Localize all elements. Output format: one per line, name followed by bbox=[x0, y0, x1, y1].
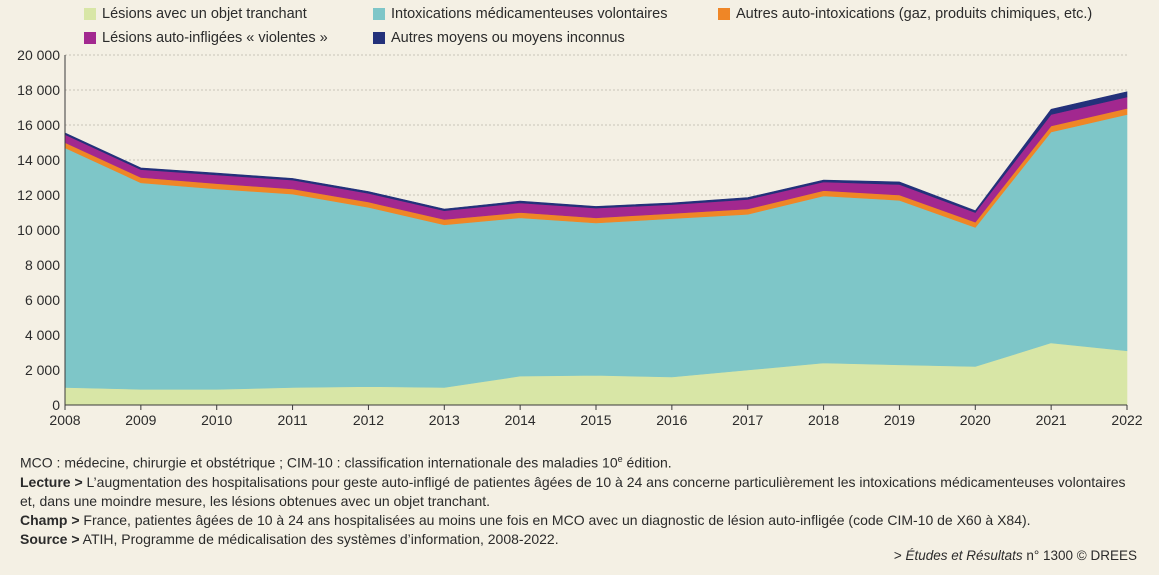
y-tick-label: 14 000 bbox=[17, 152, 60, 168]
legend-item-intoxications-medicamenteuses: Intoxications médicamenteuses volontaire… bbox=[373, 6, 667, 22]
publication-credit: > Études et Résultats n° 1300 © DREES bbox=[893, 548, 1137, 563]
note-lecture: Lecture > L’augmentation des hospitalisa… bbox=[20, 473, 1126, 509]
legend-label: Intoxications médicamenteuses volontaire… bbox=[391, 6, 668, 22]
y-tick-label: 0 bbox=[52, 397, 60, 413]
x-tick-label: 2010 bbox=[201, 412, 232, 428]
y-tick-label: 8 000 bbox=[25, 257, 60, 273]
chart-notes: MCO : médecine, chirurgie et obstétrique… bbox=[20, 450, 1140, 549]
area-series-1 bbox=[64, 114, 1128, 390]
legend-swatch bbox=[373, 32, 385, 44]
x-tick-label: 2015 bbox=[580, 412, 611, 428]
x-tick-label: 2014 bbox=[505, 412, 536, 428]
legend-swatch bbox=[84, 32, 96, 44]
chart-legend: Lésions avec un objet tranchant Intoxica… bbox=[0, 0, 1159, 52]
x-tick-label: 2018 bbox=[808, 412, 839, 428]
legend-swatch bbox=[373, 8, 385, 20]
y-tick-label: 20 000 bbox=[17, 47, 60, 63]
stacked-area-chart: 0 2 000 4 000 6 000 8 000 10 000 12 000 14 000 1… bbox=[17, 47, 1143, 428]
legend-label: Autres moyens ou moyens inconnus bbox=[391, 30, 625, 46]
legend-item-autres-auto-intoxications: Autres auto-intoxications (gaz, produits… bbox=[718, 6, 1092, 22]
x-tick-label: 2011 bbox=[278, 412, 308, 428]
x-tick-label: 2016 bbox=[656, 412, 687, 428]
y-tick-label: 16 000 bbox=[17, 117, 60, 133]
x-tick-label: 2008 bbox=[49, 412, 80, 428]
note-source: Source > ATIH, Programme de médicalisati… bbox=[20, 530, 559, 547]
legend-label: Lésions avec un objet tranchant bbox=[102, 6, 307, 22]
y-tick-label: 18 000 bbox=[17, 82, 60, 98]
x-tick-label: 2021 bbox=[1036, 412, 1067, 428]
y-tick-label: 12 000 bbox=[17, 187, 60, 203]
y-tick-label: 6 000 bbox=[25, 292, 60, 308]
y-tick-label: 4 000 bbox=[25, 327, 60, 343]
note-champ: Champ > France, patientes âgées de 10 à … bbox=[20, 511, 1031, 528]
x-tick-label: 2022 bbox=[1111, 412, 1142, 428]
legend-label: Autres auto-intoxications (gaz, produits… bbox=[736, 6, 1093, 22]
area-series-4 bbox=[64, 91, 1128, 213]
legend-item-lesions-violentes: Lésions auto-infligées « violentes » bbox=[84, 30, 328, 46]
note-mco: MCO : médecine, chirurgie et obstétrique… bbox=[20, 454, 672, 471]
x-tick-label: 2019 bbox=[884, 412, 915, 428]
legend-label: Lésions auto-infligées « violentes » bbox=[102, 30, 328, 46]
legend-swatch bbox=[84, 8, 96, 20]
x-tick-label: 2017 bbox=[732, 412, 763, 428]
legend-item-autres-moyens: Autres moyens ou moyens inconnus bbox=[373, 30, 625, 46]
y-tick-label: 10 000 bbox=[17, 222, 60, 238]
y-tick-label: 2 000 bbox=[25, 362, 60, 378]
x-tick-label: 2009 bbox=[125, 412, 156, 428]
x-tick-label: 2020 bbox=[960, 412, 991, 428]
x-tick-label: 2013 bbox=[429, 412, 460, 428]
x-tick-label: 2012 bbox=[353, 412, 384, 428]
legend-swatch bbox=[718, 8, 730, 20]
legend-item-objet-tranchant: Lésions avec un objet tranchant bbox=[84, 6, 307, 22]
